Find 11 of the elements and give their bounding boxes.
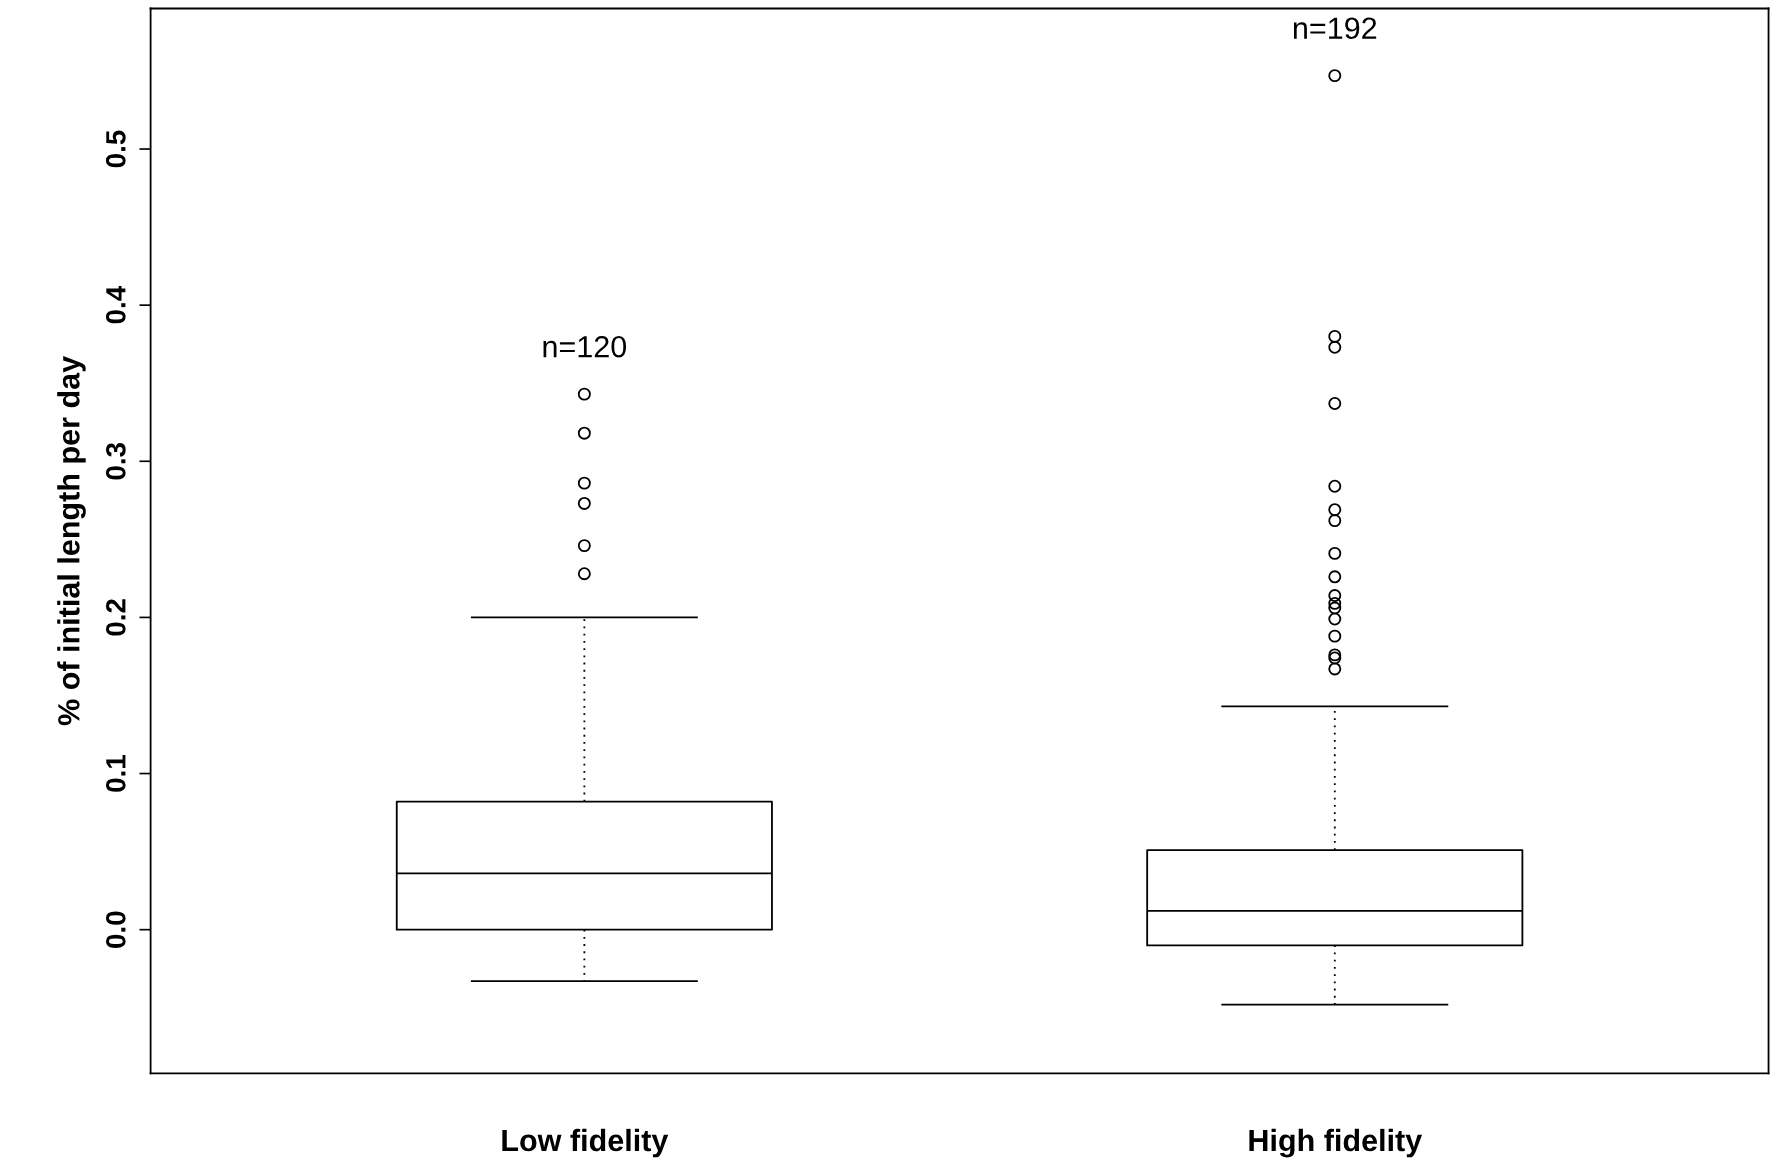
annotation: n=192 (1293, 17, 1377, 40)
x-tick-label: High fidelity (1249, 1128, 1423, 1158)
y-tick-label: 0.1 (106, 755, 126, 792)
x-tick-label: Low fidelity (502, 1128, 669, 1158)
y-tick-label: 0.0 (106, 911, 126, 948)
annotation: n=120 (543, 335, 627, 358)
y-tick-label: 0.3 (106, 442, 126, 480)
y-tick-label: 0.2 (106, 599, 126, 636)
y-axis-title: % of initial length per day (57, 356, 86, 726)
y-tick-label: 0.5 (106, 130, 126, 168)
y-tick-label: 0.4 (106, 285, 126, 324)
